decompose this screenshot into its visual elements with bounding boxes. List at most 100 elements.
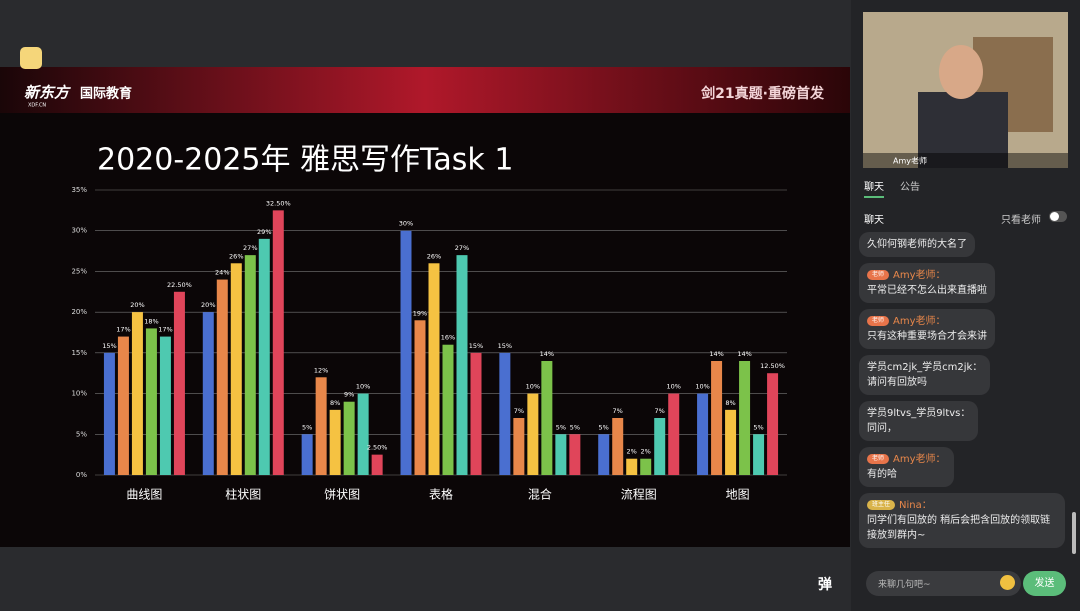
bar-label: 7% xyxy=(613,407,623,415)
bar xyxy=(428,263,440,475)
role-badge: 班主任 xyxy=(867,500,896,510)
bar xyxy=(258,238,270,475)
bar-label: 12% xyxy=(314,366,328,374)
bar xyxy=(202,312,214,475)
bar-label: 27% xyxy=(455,244,469,252)
scrollbar xyxy=(1072,512,1076,554)
message-header: 班主任 Nina： xyxy=(867,498,1057,513)
emoji-button[interactable] xyxy=(1000,575,1015,590)
bar-label: 27% xyxy=(243,244,257,252)
bar-label: 5% xyxy=(570,423,580,431)
chat-title: 聊天 xyxy=(864,215,884,226)
bar xyxy=(725,409,737,475)
bar-label: 5% xyxy=(302,423,312,431)
bar xyxy=(470,352,482,475)
schedule-icon[interactable] xyxy=(20,47,42,69)
message-bubble: 学员cm2jk_学员cm2jk： 请问有回放吗 xyxy=(859,355,991,395)
bar-label: 7% xyxy=(655,407,665,415)
send-button[interactable]: 发送 xyxy=(1023,571,1066,596)
bar-label: 17% xyxy=(158,326,172,334)
message-text: 只有这种重要场合才会来讲 xyxy=(867,331,987,342)
bar xyxy=(513,418,525,475)
bar-label: 30% xyxy=(399,220,413,228)
message-header: 学员9ltvs_学员9ltvs： xyxy=(867,406,970,421)
y-tick-label: 35% xyxy=(71,186,87,194)
danmaku-button[interactable]: 弹 xyxy=(818,577,832,593)
message-bubble: 班主任 Nina： 同学们有回放的 稍后会把含回放的领取链接放到群内~ xyxy=(859,493,1065,548)
message-bubble: 老师 Amy老师： 只有这种重要场合才会来讲 xyxy=(859,309,995,349)
sender-name: Amy老师： xyxy=(893,270,946,281)
sender-name: Nina： xyxy=(899,500,932,511)
message: 学员cm2jk_学员cm2jk： 请问有回放吗 xyxy=(859,355,1069,401)
bar xyxy=(626,458,638,475)
bar xyxy=(654,418,666,475)
bar xyxy=(230,263,242,475)
bar xyxy=(640,458,652,475)
speaker-name: Amy老师 xyxy=(893,156,927,166)
bar xyxy=(739,361,751,475)
message-bubble: 老师 Amy老师： 有的哈 xyxy=(859,447,954,487)
bar-label: 14% xyxy=(737,350,751,358)
bar-label: 15% xyxy=(102,342,116,350)
bar xyxy=(145,328,157,475)
bar xyxy=(301,434,313,475)
message-header: 老师 Amy老师： xyxy=(867,452,946,467)
y-tick-label: 0% xyxy=(76,471,87,479)
bar-label: 2.50% xyxy=(367,444,388,452)
bar xyxy=(527,393,539,475)
message: 学员9ltvs_学员9ltvs： 同问， xyxy=(859,401,1069,447)
tab[interactable]: 公告 xyxy=(900,182,920,193)
bar xyxy=(541,361,553,475)
bar xyxy=(159,336,171,475)
bar xyxy=(442,344,454,475)
message-text: 同问， xyxy=(867,423,897,434)
message-text: 有的哈 xyxy=(867,469,897,480)
x-tick-label: 地图 xyxy=(726,488,750,502)
x-tick-label: 柱状图 xyxy=(225,487,261,502)
banner xyxy=(0,67,850,113)
logo-sub: XDF.CN xyxy=(28,103,46,109)
chat-input[interactable]: 来聊几句吧~ xyxy=(866,571,1021,596)
message-text: 请问有回放吗 xyxy=(867,377,927,388)
bar xyxy=(612,418,624,475)
sender-name: 学员cm2jk_学员cm2jk： xyxy=(867,362,983,373)
bar xyxy=(456,255,468,475)
slide: 新东方 XDF.CN 国际教育 剑21真题·重磅首发 2020-2025年 雅思… xyxy=(0,67,850,547)
sender-name: Amy老师： xyxy=(893,316,946,327)
message-text: 久仰何钢老师的大名了 xyxy=(867,239,967,250)
bar-label: 5% xyxy=(599,423,609,431)
message-list: 久仰何钢老师的大名了老师 Amy老师： 平常已经不怎么出来直播啦老师 Amy老师： 只有… xyxy=(859,232,1069,554)
bar xyxy=(117,336,129,475)
message-bubble: 久仰何钢老师的大名了 xyxy=(859,232,975,257)
chart-title: 2020-2025年 雅思写作Task 1 xyxy=(97,143,513,178)
y-tick-label: 5% xyxy=(76,430,87,438)
video-caption-bg xyxy=(863,153,1068,168)
bar-label: 5% xyxy=(753,423,763,431)
bar xyxy=(272,210,284,475)
bar xyxy=(329,409,341,475)
bar-label: 19% xyxy=(413,309,427,317)
bar-label: 12.50% xyxy=(760,362,785,370)
filter-toggle[interactable] xyxy=(1049,211,1067,222)
message: 班主任 Nina： 同学们有回放的 稍后会把含回放的领取链接放到群内~ xyxy=(859,493,1069,554)
bar-label: 5% xyxy=(556,423,566,431)
bar-label: 17% xyxy=(116,326,130,334)
bar xyxy=(697,393,709,475)
message: 老师 Amy老师： 有的哈 xyxy=(859,447,1069,493)
message: 久仰何钢老师的大名了 xyxy=(859,232,1069,263)
bar xyxy=(598,434,610,475)
bar-label: 8% xyxy=(725,399,735,407)
tab[interactable]: 聊天 xyxy=(864,182,884,193)
bar-label: 18% xyxy=(144,317,158,325)
tab-underline xyxy=(864,196,884,198)
bar xyxy=(103,352,115,475)
bar xyxy=(753,434,765,475)
y-tick-label: 20% xyxy=(71,308,87,316)
bar xyxy=(555,434,567,475)
message: 老师 Amy老师： 平常已经不怎么出来直播啦 xyxy=(859,263,1069,309)
filter-label: 只看老师 xyxy=(1001,215,1041,226)
speaker-head xyxy=(939,45,983,99)
bar-label: 20% xyxy=(130,301,144,309)
bar-label: 16% xyxy=(441,334,455,342)
